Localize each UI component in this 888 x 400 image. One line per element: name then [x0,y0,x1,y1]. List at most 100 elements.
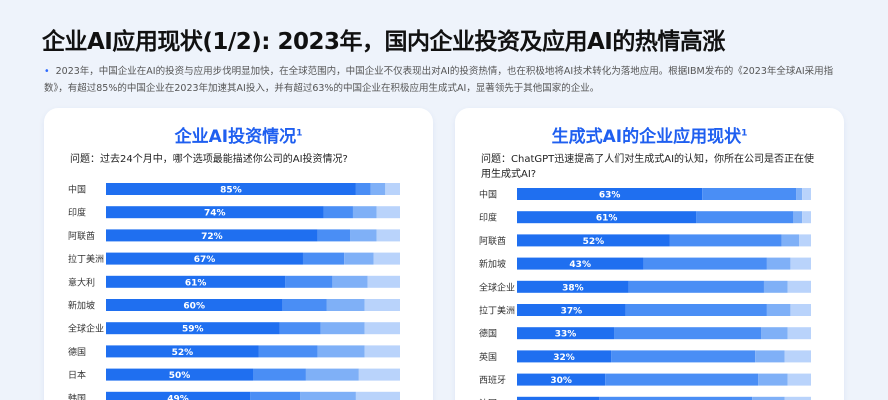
data-label: 52% [172,348,194,358]
bar-segment [796,188,803,200]
bar-segment [766,257,791,270]
category-label: 日本 [68,369,86,381]
data-label: 67% [194,255,216,265]
bar-segment [106,275,286,288]
bar-segment [367,275,400,288]
bar-segment [517,234,670,247]
bar-segment [517,188,703,200]
bar-segment [517,373,606,386]
genai-card-title-text: 生成式AI的企业应用现状 [551,127,742,147]
bar-segment [344,252,374,265]
bar-segment [696,211,794,224]
bar-segment [106,391,251,400]
bar-segment [758,373,788,386]
bar-segment [279,322,321,335]
category-label: 德国 [479,328,497,340]
category-label: 全球企业 [68,323,104,335]
bar-segment [350,229,377,242]
bar-segment [106,299,283,311]
category-label: 印度 [68,207,86,219]
bar-segment [385,183,400,195]
category-label: 意大利 [68,276,95,288]
bar-segment [320,322,365,335]
genai-question: 问题：ChatGPT迅速提高了人们对生成式AI的认知，你所在公司是否正在使用生成… [481,154,815,180]
bar-segment [761,327,788,340]
category-label: 拉丁美洲 [479,305,515,317]
bar-segment [358,368,400,381]
bar-segment [784,350,811,363]
bar-segment [258,345,318,358]
category-label: 拉丁美洲 [68,253,104,265]
bar-segment [364,299,400,311]
investment-card-title-text: 企业AI投资情况 [174,127,297,147]
bar-segment [355,183,371,195]
bar-segment [755,350,785,363]
bar-segment [376,206,400,219]
bar-segment [317,229,351,242]
bar-segment [628,280,764,293]
bar-segment [790,304,811,316]
bar-segment [253,368,306,381]
bar-segment [106,252,303,265]
data-label: 85% [220,186,242,196]
data-label: 61% [596,214,618,224]
data-label: 38% [562,283,584,293]
bar-segment [285,275,333,288]
bar-segment [599,396,753,400]
bar-segment [517,280,629,293]
bar-segment [614,327,762,340]
bar-segment [326,299,365,311]
category-label: 德国 [68,346,86,358]
data-label: 59% [182,325,204,335]
data-label: 43% [569,260,591,270]
bar-segment [517,304,626,316]
bar-segment [282,299,327,311]
intro-text: • 2023年，中国企业在AI的投资与应用步伐明显加快，在全球范围内，中国企业不仅… [44,63,844,97]
bar-segment [643,257,767,270]
bar-segment [317,345,365,358]
genai-chart: 中国 63% 印度 61% 阿联酋 52% 新加坡 43% 全球企业 38% 拉丁美洲 37% 德国 33… [479,188,811,400]
bullet-icon: • [44,66,50,77]
category-label: 英国 [479,351,497,363]
bar-segment [305,368,359,381]
intro-paragraph: 2023年，中国企业在AI的投资与应用步伐明显加快，在全球范围内，中国企业不仅表… [44,66,834,94]
bar-segment [793,211,803,224]
bar-segment [106,322,280,335]
bar-segment [517,211,697,224]
investment-chart: 中国 85% 印度 74% 阿联酋 72% 拉丁美洲 67% 意大利 61% 新加坡 60% 全球企业 5… [68,183,400,400]
category-label: 西班牙 [479,374,506,386]
bar-segment [517,396,600,400]
bar-segment [787,327,811,340]
category-label: 全球企业 [479,281,515,293]
investment-question: 问题：过去24个月中，哪个选项最能描述你公司的AI投资情况? [70,154,348,165]
category-label: 阿联酋 [68,230,95,242]
data-label: 52% [583,237,605,247]
bar-segment [517,350,612,363]
data-label: 32% [553,353,575,363]
data-label: 74% [204,209,226,219]
category-label: 印度 [479,212,497,224]
data-label: 37% [561,307,583,317]
bar-segment [790,257,811,270]
category-label: 阿联酋 [479,235,506,247]
bar-segment [702,188,797,200]
data-label: 50% [169,371,191,381]
investment-card-title: 企业AI投资情况1 [44,122,433,147]
bar-segment [250,391,301,400]
bar-segment [517,257,644,270]
bar-segment [802,188,811,200]
investment-card: 企业AI投资情况1 问题：过去24个月中，哪个选项最能描述你公司的AI投资情况?… [44,108,433,400]
genai-card: 生成式AI的企业应用现状1 问题：ChatGPT迅速提高了人们对生成式AI的认知… [455,108,844,400]
data-label: 30% [550,376,572,386]
bar-segment [352,206,377,219]
data-label: 63% [599,191,621,201]
category-label: 法国 [479,397,497,400]
bar-segment [802,211,811,224]
bar-segment [799,234,811,247]
data-label: 72% [201,232,223,242]
bar-segment [364,345,400,358]
bar-segment [370,183,386,195]
data-label: 49% [167,394,189,400]
bar-segment [625,304,767,316]
data-label: 61% [185,278,207,288]
